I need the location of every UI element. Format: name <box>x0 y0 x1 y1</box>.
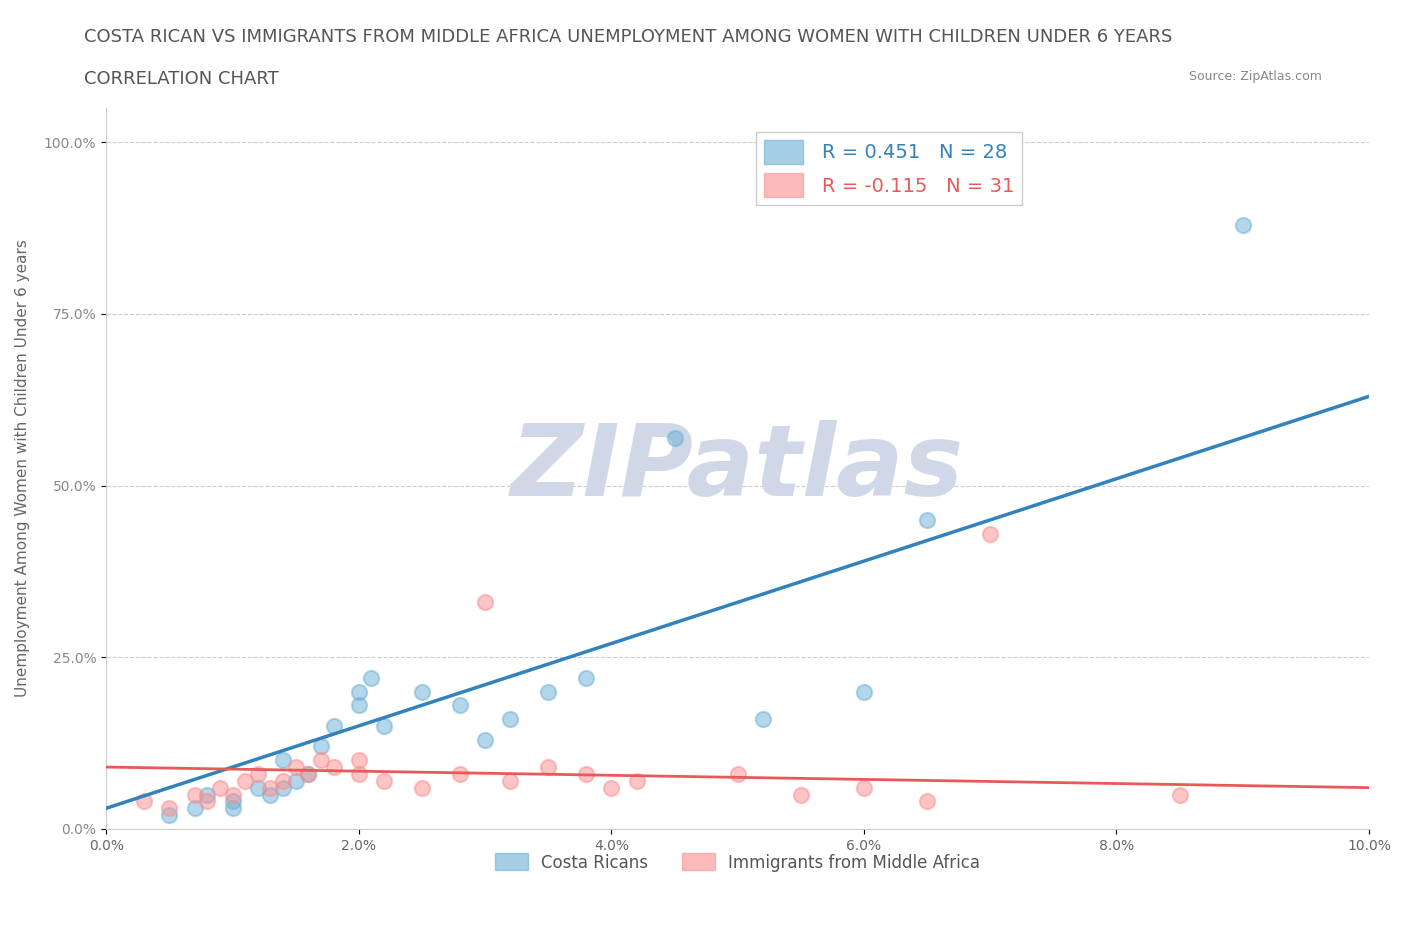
Point <box>752 711 775 726</box>
Point <box>259 787 281 802</box>
Point <box>157 807 180 822</box>
Point <box>790 787 813 802</box>
Text: ZIPatlas: ZIPatlas <box>512 420 965 517</box>
Point <box>575 766 598 781</box>
Point <box>852 684 875 699</box>
Point <box>474 732 496 747</box>
Point <box>322 719 344 734</box>
Point <box>449 698 471 712</box>
Point <box>183 801 205 816</box>
Point <box>600 780 623 795</box>
Point <box>347 684 370 699</box>
Point <box>347 698 370 712</box>
Point <box>347 752 370 767</box>
Point <box>221 801 243 816</box>
Point <box>915 512 938 527</box>
Point <box>537 684 560 699</box>
Point <box>297 766 319 781</box>
Text: COSTA RICAN VS IMMIGRANTS FROM MIDDLE AFRICA UNEMPLOYMENT AMONG WOMEN WITH CHILD: COSTA RICAN VS IMMIGRANTS FROM MIDDLE AF… <box>84 28 1173 46</box>
Y-axis label: Unemployment Among Women with Children Under 6 years: Unemployment Among Women with Children U… <box>15 240 30 698</box>
Point <box>979 526 1001 541</box>
Point <box>309 739 332 754</box>
Point <box>411 684 433 699</box>
Point <box>221 794 243 809</box>
Point <box>246 780 269 795</box>
Point <box>297 766 319 781</box>
Point <box>221 787 243 802</box>
Point <box>309 752 332 767</box>
Point <box>271 774 294 789</box>
Point <box>195 794 218 809</box>
Text: CORRELATION CHART: CORRELATION CHART <box>84 70 280 87</box>
Point <box>852 780 875 795</box>
Point <box>233 774 256 789</box>
Point <box>271 752 294 767</box>
Point <box>284 774 307 789</box>
Point <box>284 760 307 775</box>
Point <box>474 595 496 610</box>
Point <box>626 774 648 789</box>
Point <box>360 671 382 685</box>
Point <box>727 766 749 781</box>
Point <box>208 780 231 795</box>
Point <box>322 760 344 775</box>
Point <box>246 766 269 781</box>
Point <box>664 430 686 445</box>
Legend: Costa Ricans, Immigrants from Middle Africa: Costa Ricans, Immigrants from Middle Afr… <box>488 846 987 878</box>
Point <box>1232 218 1254 232</box>
Point <box>915 794 938 809</box>
Point <box>373 774 395 789</box>
Point <box>411 780 433 795</box>
Point <box>499 711 522 726</box>
Point <box>347 766 370 781</box>
Point <box>575 671 598 685</box>
Point <box>195 787 218 802</box>
Point <box>499 774 522 789</box>
Point <box>537 760 560 775</box>
Text: Source: ZipAtlas.com: Source: ZipAtlas.com <box>1188 70 1322 83</box>
Point <box>157 801 180 816</box>
Point <box>259 780 281 795</box>
Point <box>271 780 294 795</box>
Point <box>449 766 471 781</box>
Point <box>183 787 205 802</box>
Point <box>1168 787 1191 802</box>
Point <box>373 719 395 734</box>
Point <box>134 794 156 809</box>
